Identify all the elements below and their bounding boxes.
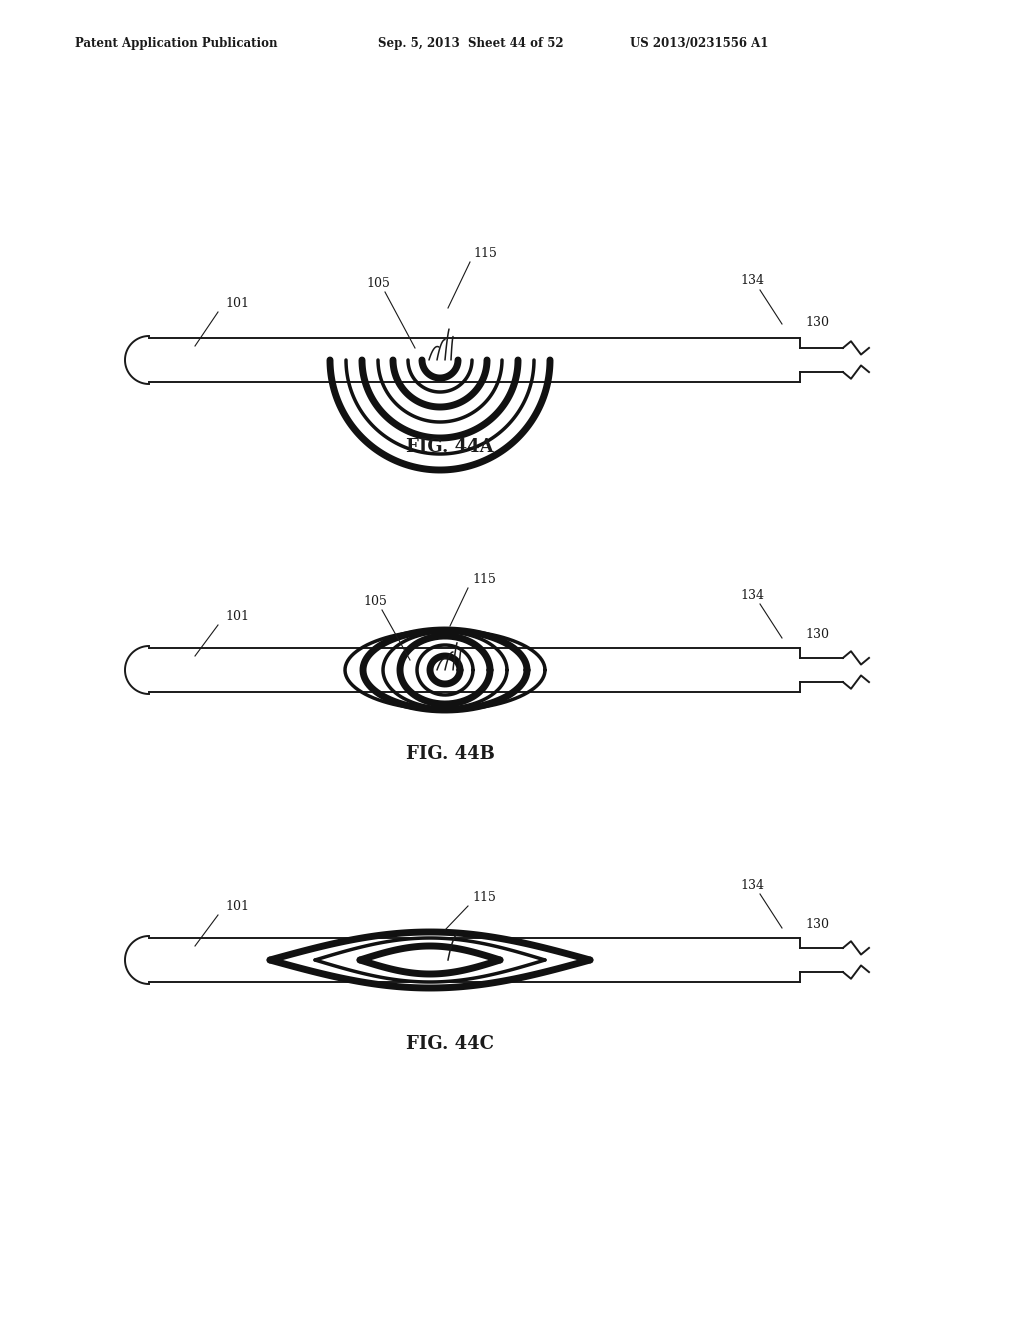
Text: 115: 115 <box>472 891 496 904</box>
Text: 134: 134 <box>740 879 764 892</box>
Text: 130: 130 <box>805 315 829 329</box>
Text: 105: 105 <box>364 595 387 609</box>
Text: Sheet 44 of 52: Sheet 44 of 52 <box>468 37 563 50</box>
Text: 115: 115 <box>473 247 497 260</box>
Text: FIG. 44A: FIG. 44A <box>407 438 494 455</box>
Text: 101: 101 <box>225 610 249 623</box>
Text: 105: 105 <box>366 277 390 290</box>
Text: 101: 101 <box>225 900 249 913</box>
Text: US 2013/0231556 A1: US 2013/0231556 A1 <box>630 37 768 50</box>
Text: 130: 130 <box>805 919 829 932</box>
Text: 115: 115 <box>472 573 496 586</box>
Text: Sep. 5, 2013: Sep. 5, 2013 <box>378 37 460 50</box>
Text: Patent Application Publication: Patent Application Publication <box>75 37 278 50</box>
Text: FIG. 44C: FIG. 44C <box>406 1035 494 1053</box>
Text: 134: 134 <box>740 275 764 286</box>
Text: 101: 101 <box>225 297 249 310</box>
Text: 130: 130 <box>805 628 829 642</box>
Text: FIG. 44B: FIG. 44B <box>406 744 495 763</box>
Text: 134: 134 <box>740 589 764 602</box>
